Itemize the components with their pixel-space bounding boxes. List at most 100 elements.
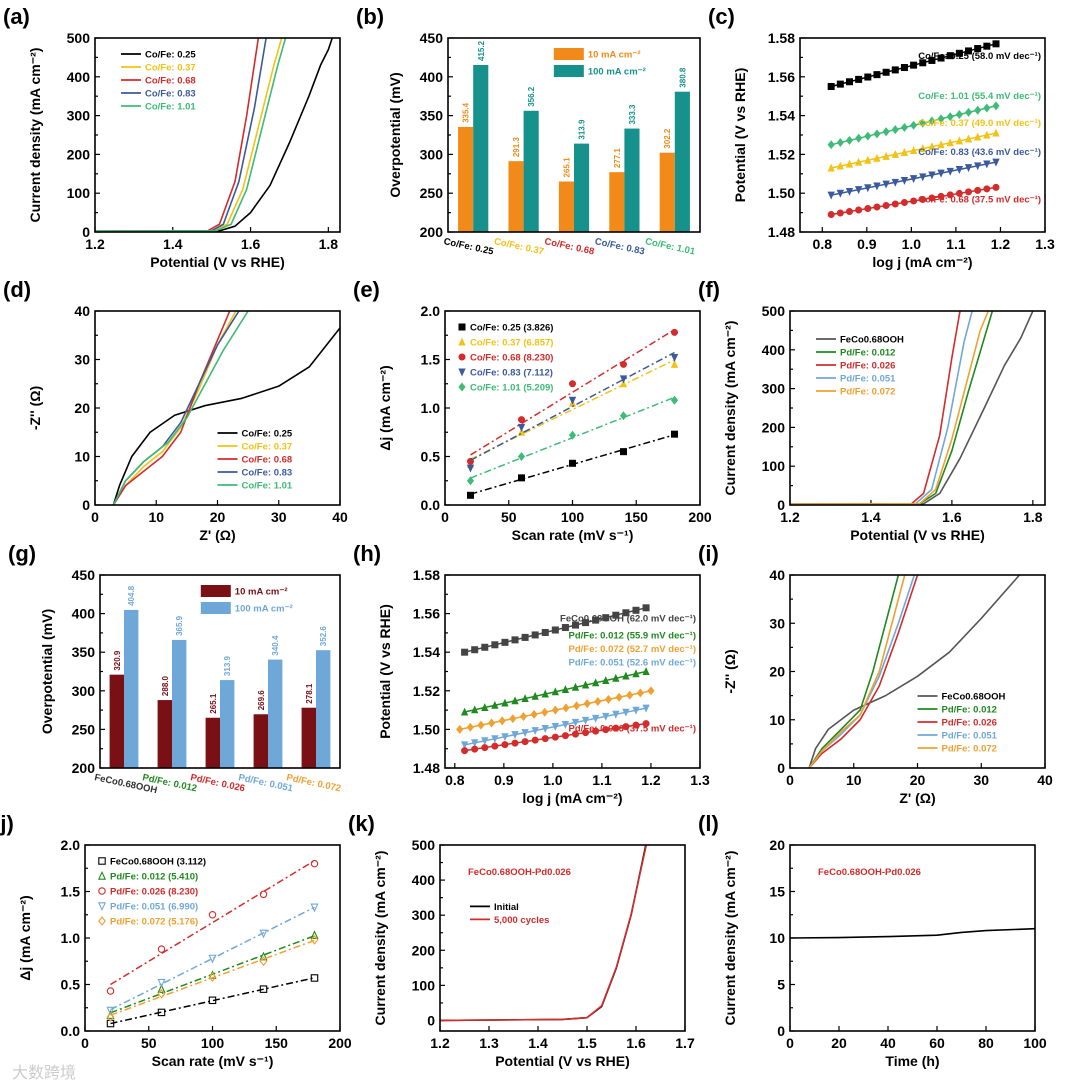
- x-tick-label: 1.2: [991, 236, 1011, 252]
- x-tick-label: 1.8: [1023, 509, 1043, 525]
- x-tick-label: 0: [441, 509, 449, 525]
- legend-marker: [98, 857, 106, 865]
- y-tick-label: 1.0: [421, 400, 441, 416]
- legend-label: Pd/Fe: 0.012 (5.410): [110, 872, 198, 883]
- data-point: [891, 66, 899, 74]
- panel-label: (f): [698, 277, 720, 302]
- category-label: Pd/Fe: 0.072: [285, 772, 342, 794]
- y-tick-label: 200: [762, 419, 786, 435]
- bar-value-label: 302.2: [663, 128, 672, 149]
- category-label: Co/Fe: 0.68: [543, 236, 595, 257]
- data-point: [910, 61, 918, 69]
- x-tick-label: 150: [265, 1035, 289, 1051]
- x-tick-label: 1.1: [946, 236, 966, 252]
- data-point: [845, 187, 854, 196]
- legend-label: Co/Fe: 1.01: [145, 102, 196, 113]
- legend-label: Co/Fe: 0.68: [242, 455, 293, 466]
- data-point: [561, 624, 569, 632]
- panel-label: (a): [3, 4, 30, 29]
- legend: Co/Fe: 0.25 Co/Fe: 0.37 Co/Fe: 0.68 Co/Fe: …: [217, 429, 293, 492]
- data-point: [864, 205, 872, 213]
- plot-area: [466, 328, 679, 499]
- data-point: [974, 186, 982, 194]
- legend-label: Co/Fe: 1.01: [242, 481, 293, 492]
- x-tick-label: 1.7: [675, 1035, 695, 1051]
- y-axis-label: Current density (mA cm⁻²): [27, 48, 43, 223]
- bar: [574, 143, 590, 232]
- x-tick-label: 0: [81, 1035, 89, 1051]
- data-point: [937, 54, 945, 62]
- data-point: [208, 910, 217, 919]
- legend-label: Co/Fe: 1.01 (5.209): [470, 383, 553, 394]
- y-tick-label: 300: [72, 683, 96, 699]
- x-axis-label: Z' (Ω): [899, 790, 935, 806]
- data-point: [531, 691, 539, 700]
- panel-e: (e) 0.0 0.5 1.0 1.5 2.0 0 50 100 150 200 Δj (mA cm⁻…: [353, 277, 712, 543]
- y-tick-label: 30: [74, 352, 90, 368]
- x-tick-label: 30: [271, 509, 287, 525]
- data-point: [581, 680, 590, 689]
- x-axis-label: Scan rate (mV s⁻¹): [512, 527, 634, 543]
- x-tick-label: 40: [332, 509, 348, 525]
- data-point: [511, 731, 519, 740]
- y-tick-label: 0.5: [61, 977, 81, 993]
- x-tick-label: 1.3: [1035, 236, 1055, 252]
- panel-b: (b) 200 250 300 350 400 450 Overpotential (mV) 3…: [356, 4, 701, 258]
- series-line: [808, 575, 906, 768]
- data-point: [854, 157, 863, 166]
- y-tick-label: 20: [769, 664, 785, 680]
- bar: [558, 181, 574, 232]
- data-point: [619, 375, 628, 384]
- legend-label: FeCo0.68OOH: [840, 335, 904, 346]
- bar: [157, 700, 172, 768]
- y-tick-label: 20: [74, 400, 90, 416]
- legend-label: Pd/Fe: 0.026: [840, 361, 895, 372]
- data-point: [157, 984, 166, 993]
- data-point: [670, 328, 678, 336]
- x-tick-label: 0: [786, 1035, 794, 1051]
- data-point: [517, 416, 525, 424]
- y-tick-label: 250: [72, 721, 96, 737]
- data-point: [310, 903, 319, 913]
- data-point: [592, 727, 600, 735]
- bar-value-label: 278.1: [305, 683, 314, 704]
- bar: [109, 674, 124, 768]
- y-tick-label: 500: [67, 30, 91, 46]
- data-point: [568, 459, 576, 467]
- data-point: [909, 146, 918, 155]
- y-tick-label: 1.48: [768, 224, 795, 240]
- y-tick-label: 0: [777, 760, 785, 776]
- axes-frame: [799, 37, 1046, 233]
- data-point: [919, 173, 927, 182]
- data-point: [946, 112, 954, 122]
- data-point: [541, 689, 549, 698]
- axes-frame: [99, 574, 341, 769]
- data-point: [622, 708, 630, 717]
- y-tick-label: 2.0: [421, 303, 441, 319]
- y-tick-label: 15: [769, 884, 785, 900]
- x-axis-label: Z' (Ω): [199, 527, 235, 543]
- data-point: [602, 614, 610, 622]
- data-point: [632, 706, 640, 715]
- x-axis-label: log j (mA cm⁻²): [522, 790, 622, 806]
- panel-label: (i): [698, 541, 719, 566]
- x-axis-label: Potential (V vs RHE): [850, 527, 985, 543]
- y-tick-label: 1.54: [768, 108, 795, 124]
- data-point: [602, 676, 610, 685]
- bar-value-label: 380.8: [678, 67, 687, 88]
- series-label: Co/Fe: 0.68 (37.5 mV dec⁻¹): [918, 194, 1041, 205]
- legend-label: Pd/Fe: 0.072: [840, 387, 895, 398]
- y-tick-label: 300: [762, 381, 786, 397]
- bar-value-label: 265.1: [562, 157, 571, 178]
- legend-label: Co/Fe: 0.83: [145, 89, 196, 100]
- data-point: [571, 621, 579, 629]
- data-point: [519, 712, 528, 722]
- y-tick-label: 0: [427, 1012, 435, 1028]
- y-tick-label: 100: [412, 977, 436, 993]
- x-tick-label: 20: [910, 772, 926, 788]
- data-point: [873, 153, 881, 162]
- data-point: [670, 359, 679, 368]
- legend-label: 5,000 cycles: [494, 915, 549, 926]
- y-tick-label: 0.0: [61, 1023, 81, 1039]
- y-axis-label: Δj (mA cm⁻²): [17, 895, 33, 980]
